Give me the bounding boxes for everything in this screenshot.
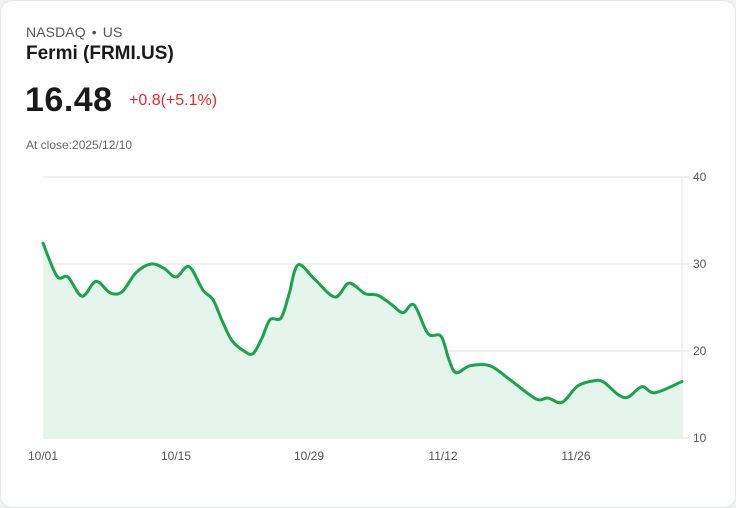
x-tick-label: 10/15 xyxy=(161,449,191,463)
x-tick-label: 11/26 xyxy=(561,449,590,463)
y-tick-label: 10 xyxy=(693,431,707,445)
exchange-line: NASDAQ • US xyxy=(26,24,122,40)
stock-title: Fermi (FRMI.US) xyxy=(26,43,174,64)
price-chart[interactable]: 40 30 20 10 10/01 10/15 10/29 11/12 11/26 xyxy=(0,160,736,480)
region: US xyxy=(102,24,123,40)
exchange-name: NASDAQ xyxy=(26,24,86,40)
x-tick-label: 10/01 xyxy=(28,449,58,463)
y-tick-label: 20 xyxy=(693,344,707,358)
x-tick-label: 10/29 xyxy=(294,449,324,463)
separator-dot: • xyxy=(91,24,97,40)
current-price: 16.48 xyxy=(25,81,113,119)
x-axis: 10/01 10/15 10/29 11/12 11/26 xyxy=(28,449,591,463)
x-tick-label: 11/12 xyxy=(428,449,457,463)
price-line xyxy=(41,241,684,405)
at-close-date: At close:2025/12/10 xyxy=(26,138,133,152)
price-change: +0.8(+5.1%) xyxy=(129,92,218,109)
y-tick-label: 30 xyxy=(693,257,707,271)
y-axis: 40 30 20 10 xyxy=(693,170,707,445)
price-area-fill xyxy=(43,243,682,438)
y-tick-label: 40 xyxy=(693,170,707,184)
